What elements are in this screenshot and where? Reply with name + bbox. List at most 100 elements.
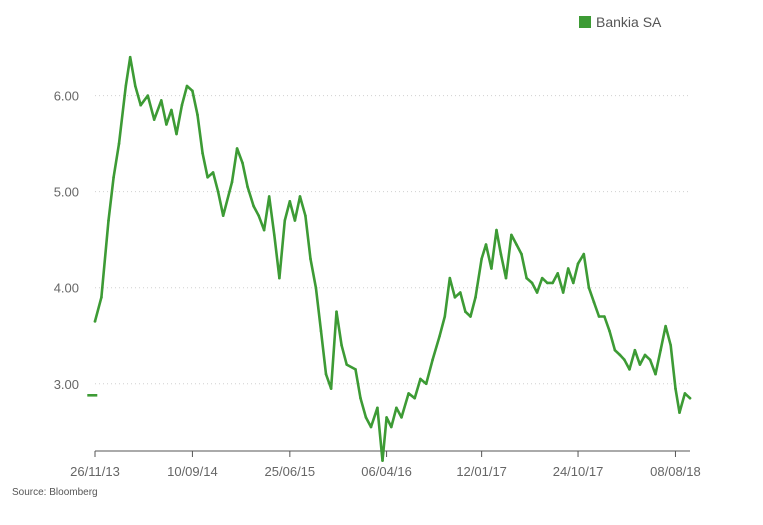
data-point — [424, 382, 428, 386]
y-tick-label: 3.00 — [54, 377, 79, 392]
data-point — [241, 161, 244, 165]
data-point — [628, 368, 631, 371]
data-point — [152, 118, 156, 121]
data-point — [561, 291, 565, 294]
data-point — [139, 103, 142, 107]
data-point — [359, 396, 362, 400]
y-tick-label: 6.00 — [54, 89, 79, 104]
data-point — [603, 315, 606, 318]
data-point — [490, 267, 493, 270]
data-point — [608, 329, 611, 333]
data-point — [576, 262, 580, 266]
data-point — [128, 55, 132, 59]
x-tick-label: 06/04/16 — [361, 464, 412, 479]
data-point — [530, 281, 534, 285]
data-point — [688, 396, 692, 400]
data-point — [464, 310, 467, 314]
data-point — [201, 151, 204, 155]
data-point — [159, 99, 163, 102]
data-point — [395, 406, 398, 410]
gridlines — [95, 95, 690, 385]
legend: Bankia SA — [579, 14, 662, 30]
data-point — [535, 291, 539, 294]
data-point — [515, 243, 518, 246]
data-point — [196, 113, 199, 117]
data-point — [587, 286, 591, 290]
data-point — [633, 348, 637, 352]
data-point — [623, 358, 626, 362]
data-point — [309, 257, 312, 261]
data-point — [230, 180, 234, 184]
data-point — [133, 84, 137, 88]
data-point — [545, 281, 549, 285]
data-point — [618, 353, 622, 357]
data-point — [551, 281, 554, 285]
data-point — [165, 123, 168, 126]
data-point — [448, 276, 452, 280]
data-point — [364, 416, 368, 419]
data-point — [329, 387, 333, 390]
x-tick-label: 10/09/14 — [167, 464, 218, 479]
data-point — [272, 233, 276, 237]
data-point — [400, 416, 403, 419]
data-point — [267, 195, 271, 198]
data-point — [510, 233, 513, 237]
data-point — [648, 358, 652, 362]
data-point — [669, 344, 673, 347]
data-point — [278, 276, 281, 280]
data-point — [246, 185, 249, 189]
source-note: Source: Bloomberg — [12, 487, 98, 498]
data-point — [453, 296, 457, 299]
data-point — [484, 243, 488, 246]
data-point — [459, 291, 462, 294]
data-point — [117, 142, 121, 145]
data-point — [354, 368, 357, 371]
data-point — [93, 320, 97, 323]
data-point — [674, 387, 677, 390]
data-point — [211, 171, 215, 174]
data-point — [221, 214, 225, 217]
legend-label: Bankia SA — [596, 14, 662, 30]
data-point — [504, 276, 508, 280]
data-point — [664, 324, 667, 328]
data-point — [288, 199, 292, 203]
data-point — [340, 344, 343, 347]
data-point — [314, 286, 318, 290]
series-line-bankia — [93, 55, 692, 462]
data-point — [293, 219, 297, 222]
data-point — [324, 372, 328, 376]
x-ticks: 26/11/13 10/09/14 25/06/15 06/04/16 12/01/17… — [70, 451, 701, 479]
data-point — [520, 252, 523, 256]
data-point — [319, 329, 323, 333]
data-point — [540, 276, 544, 280]
data-point — [335, 310, 338, 314]
data-point — [191, 89, 194, 93]
data-point — [431, 358, 434, 362]
data-point — [659, 348, 662, 352]
data-point — [390, 425, 393, 429]
data-point — [175, 132, 178, 136]
data-point — [683, 392, 687, 395]
data-point — [407, 392, 410, 395]
data-point — [146, 94, 150, 97]
data-point — [592, 300, 596, 304]
y-ticks: 3.00 4.00 5.00 6.00 — [54, 89, 79, 392]
data-point — [216, 190, 220, 193]
data-point — [107, 219, 110, 222]
data-point — [438, 334, 441, 338]
data-point — [385, 416, 388, 419]
data-point — [638, 363, 642, 366]
data-point — [180, 103, 184, 107]
data-point — [124, 84, 128, 88]
data-point — [469, 315, 472, 318]
data-point — [262, 228, 266, 232]
data-point — [556, 272, 560, 275]
y-tick-label: 4.00 — [54, 281, 79, 296]
data-point — [643, 353, 647, 357]
data-point — [369, 425, 373, 429]
data-point — [413, 396, 416, 400]
x-tick-label: 12/01/17 — [456, 464, 507, 479]
data-point — [613, 348, 617, 352]
data-point — [100, 296, 103, 299]
data-point — [566, 267, 570, 270]
